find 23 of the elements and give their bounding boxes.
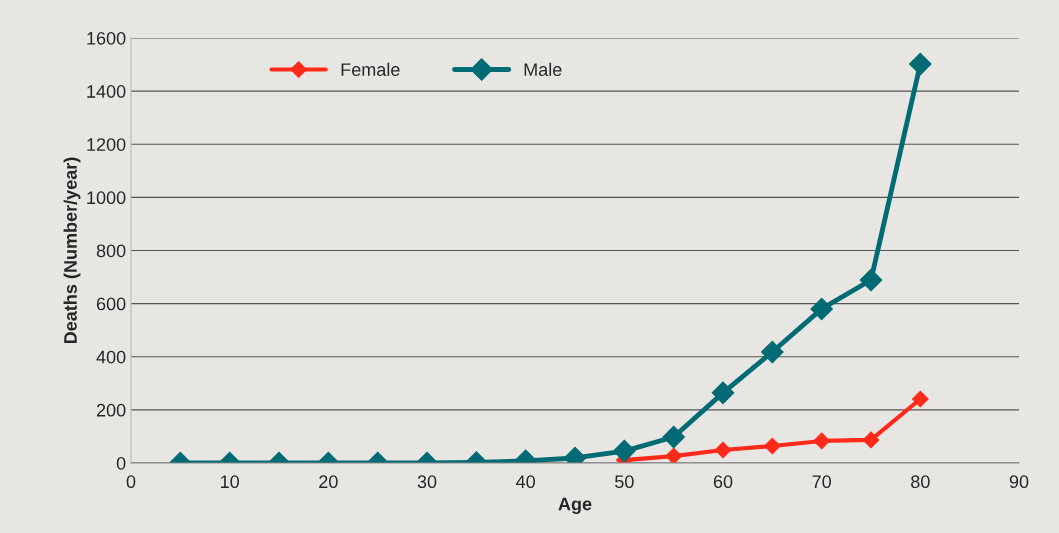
x-tick-label: 30 <box>417 475 437 489</box>
y-tick-label: 800 <box>96 244 126 258</box>
x-tick-label: 90 <box>1009 475 1029 489</box>
legend-label: Female <box>341 62 400 77</box>
x-tick-label: 40 <box>516 475 535 489</box>
y-tick-label: 1600 <box>87 31 126 45</box>
x-tick-label: 50 <box>615 475 634 489</box>
legend-label: Male <box>524 62 562 77</box>
x-axis-title: Age <box>558 497 592 515</box>
y-tick-label: 400 <box>96 350 126 364</box>
x-tick-label: 0 <box>126 475 136 489</box>
x-tick-label: 10 <box>221 475 239 489</box>
x-tick-label: 70 <box>812 475 831 489</box>
x-tick-label: 20 <box>319 475 338 489</box>
y-axis-title: Deaths (Number/year) <box>63 157 81 344</box>
y-tick-label: 1400 <box>87 85 126 98</box>
y-tick-label: 600 <box>96 297 126 311</box>
x-tick-label: 80 <box>911 475 930 489</box>
y-tick-label: 1000 <box>87 191 126 205</box>
x-tick-label: 60 <box>713 475 733 489</box>
y-tick-label: 0 <box>116 456 126 470</box>
y-tick-label: 200 <box>96 403 126 417</box>
y-tick-label: 1200 <box>87 138 126 151</box>
